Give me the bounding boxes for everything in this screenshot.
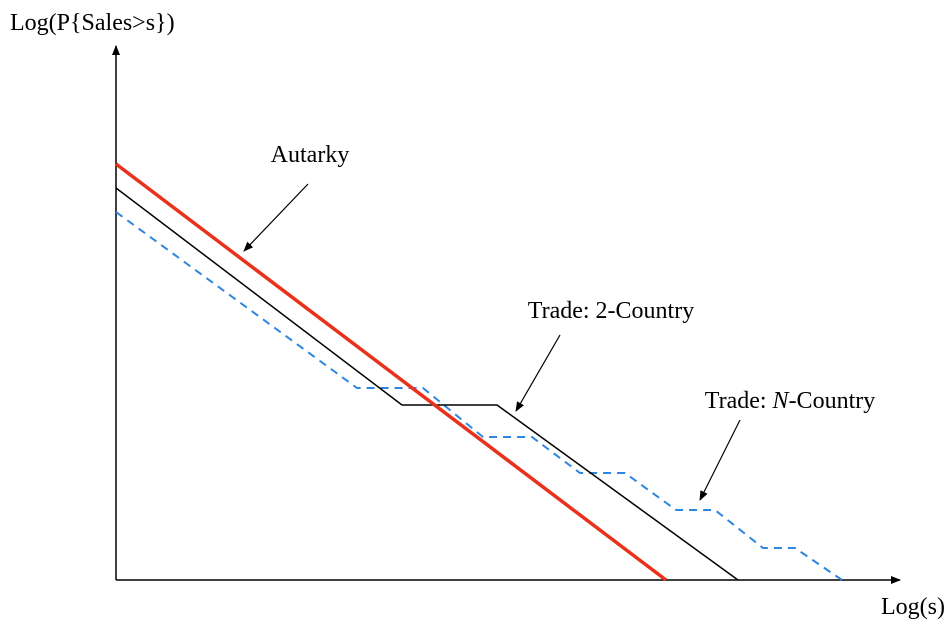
y-axis-label: Log(P{Sales>s})	[10, 10, 175, 36]
two-country-label: Trade: 2-Country	[528, 298, 694, 324]
two-country-arrow	[515, 334, 561, 412]
autarky-curve	[114, 162, 668, 582]
n-country-italic: N	[772, 388, 791, 414]
n-country-prefix: Trade:	[705, 388, 767, 414]
n-country-label: Trade: N-Country	[705, 388, 875, 414]
two-country-curve	[115, 187, 739, 581]
autarky-label: Autarky	[271, 142, 350, 168]
x-axis-label: Log(s)	[881, 594, 945, 620]
n-country-suffix: -Country	[789, 388, 876, 414]
autarky-arrow	[243, 183, 309, 252]
n-country-arrow	[699, 419, 741, 501]
